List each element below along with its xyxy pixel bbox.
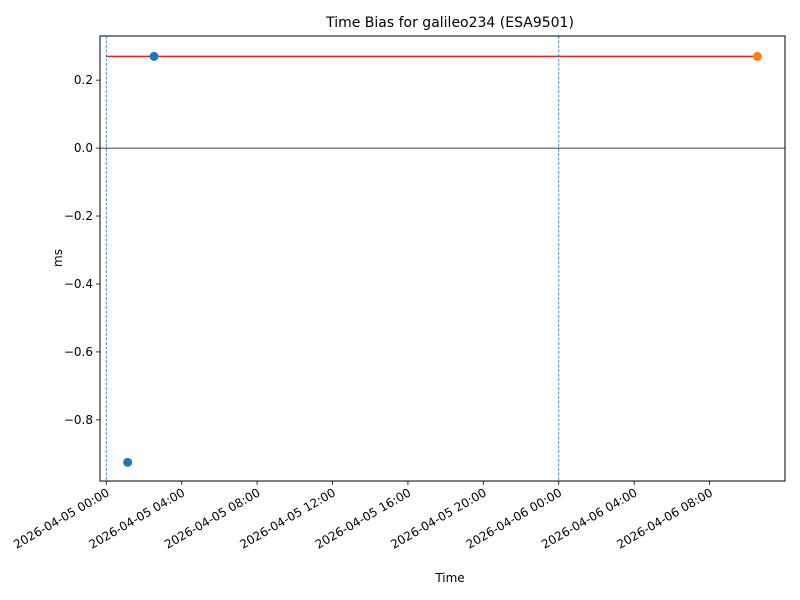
data-point [752, 51, 762, 61]
y-axis-ticks: 0.2 0.0 −0.2 −0.4 −0.6 −0.8 [64, 73, 100, 427]
chart-title: Time Bias for galileo234 (ESA9501) [325, 15, 574, 31]
x-axis-title: Time [434, 571, 464, 585]
y-tick-label: −0.2 [64, 209, 93, 223]
y-tick-label: −0.6 [64, 345, 93, 359]
data-point [123, 457, 133, 467]
data-point [149, 51, 159, 61]
axes-frame [99, 35, 786, 482]
y-tick-label: −0.8 [64, 413, 93, 427]
plot-area [100, 36, 785, 481]
y-tick-label: −0.4 [64, 277, 93, 291]
y-tick-label: 0.0 [74, 141, 93, 155]
y-axis-title: ms [51, 249, 65, 267]
y-tick-label: 0.2 [74, 73, 93, 87]
